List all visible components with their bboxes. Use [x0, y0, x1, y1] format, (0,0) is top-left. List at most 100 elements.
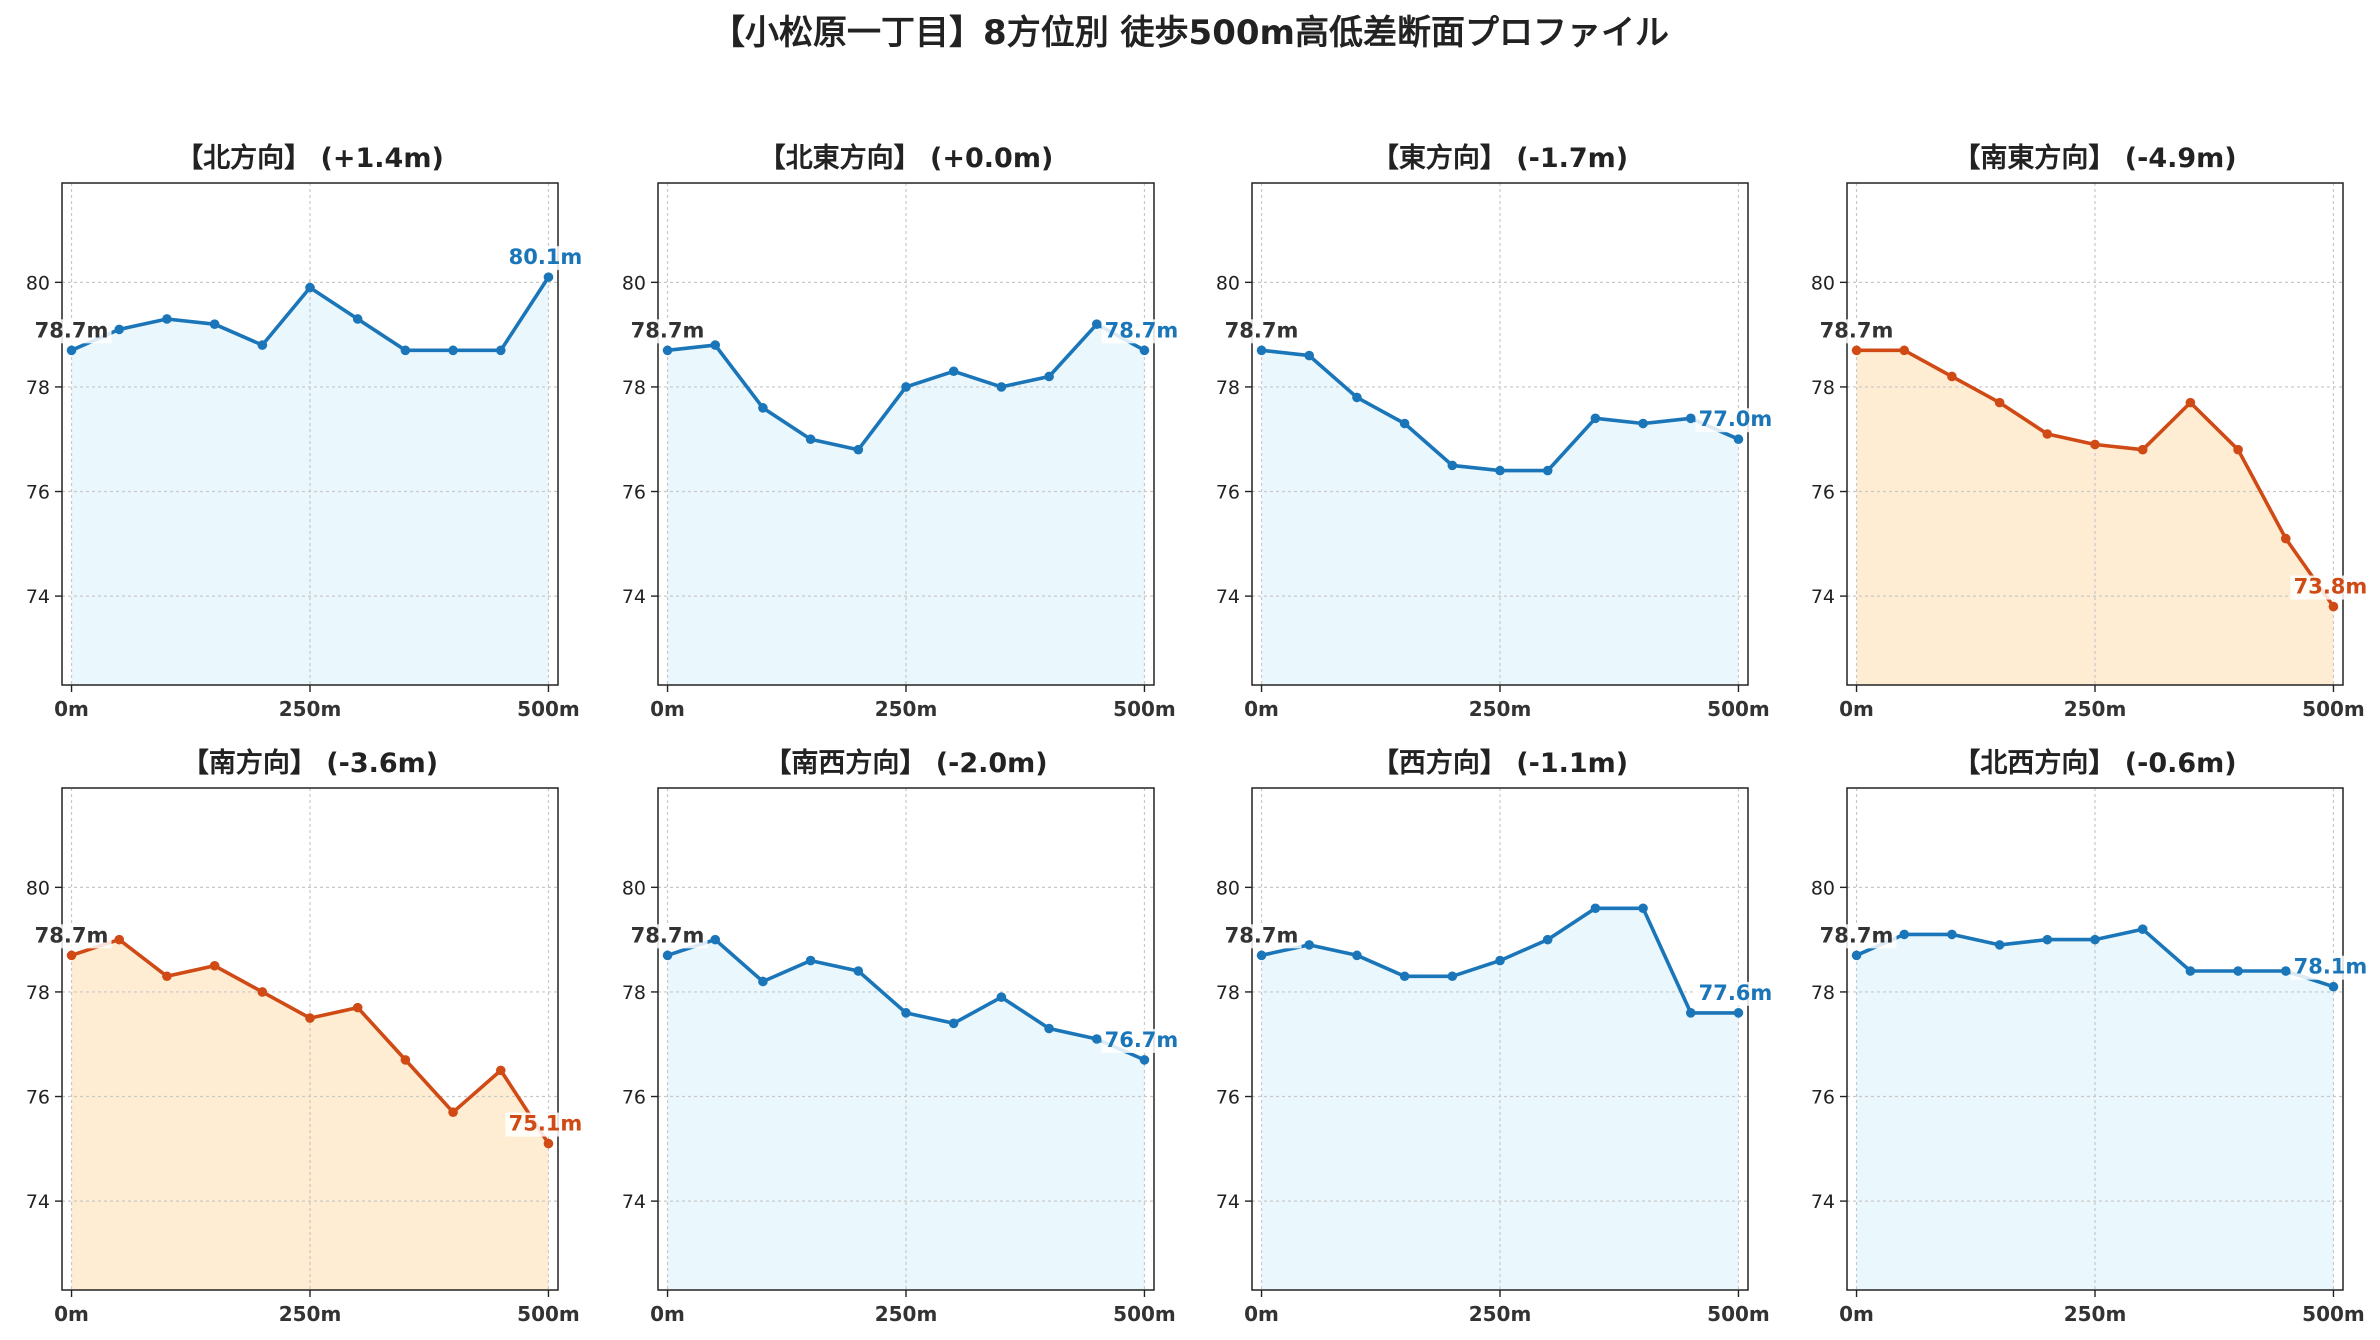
- data-point: [662, 345, 673, 356]
- y-tick-label: 76: [1216, 482, 1240, 504]
- x-tick-label: 0m: [54, 697, 89, 721]
- data-point: [114, 934, 125, 945]
- y-tick-label: 78: [622, 377, 646, 399]
- data-point: [257, 340, 268, 350]
- start-label: 78.7m: [1225, 923, 1299, 947]
- area-fill: [1856, 350, 2334, 685]
- data-point: [1399, 971, 1410, 982]
- data-point: [1091, 1034, 1102, 1044]
- data-point: [948, 1018, 959, 1029]
- data-point: [1994, 397, 2005, 408]
- data-point: [1899, 345, 1910, 356]
- area-fill: [1261, 350, 1739, 685]
- end-label: 78.7m: [1105, 318, 1179, 342]
- data-point: [1542, 934, 1553, 945]
- data-point: [1304, 350, 1315, 361]
- x-tick-label: 250m: [1469, 697, 1532, 721]
- panel-5: 【南方向】 (-3.6m) 74 76 78 80 0m 250m 500m 78.7m 75.1…: [26, 747, 586, 1326]
- panel-title: 【西方向】 (-1.1m): [1372, 747, 1628, 779]
- data-point: [2328, 981, 2339, 992]
- panel-title: 【南東方向】 (-4.9m): [1953, 142, 2236, 174]
- y-tick-label: 78: [1216, 982, 1240, 1004]
- start-label-bg: [31, 924, 112, 949]
- x-tick-label: 250m: [279, 697, 342, 721]
- data-point: [257, 987, 268, 997]
- y-tick-label: 78: [1811, 982, 1835, 1004]
- data-point: [901, 1008, 911, 1018]
- end-label: 75.1m: [509, 1112, 583, 1136]
- data-point: [1304, 940, 1315, 950]
- x-tick-label: 0m: [1839, 697, 1874, 721]
- data-point: [853, 444, 864, 455]
- end-label: 76.7m: [1105, 1028, 1179, 1052]
- data-point: [2090, 934, 2100, 945]
- data-point: [1733, 1008, 1744, 1018]
- start-label-bg: [31, 319, 112, 344]
- x-tick-label: 500m: [1707, 1302, 1770, 1326]
- data-point: [162, 314, 172, 324]
- data-point: [710, 340, 721, 350]
- data-point: [400, 1055, 411, 1065]
- data-point: [1495, 465, 1505, 476]
- x-tick-label: 250m: [1469, 1302, 1532, 1326]
- end-label-bg: [2290, 955, 2371, 980]
- data-point: [805, 955, 816, 966]
- end-label-bg: [505, 246, 586, 271]
- end-label-bg: [2290, 575, 2371, 600]
- start-label: 78.7m: [35, 318, 109, 342]
- end-label: 80.1m: [509, 245, 583, 269]
- data-point: [1495, 955, 1505, 966]
- data-point: [2137, 924, 2148, 934]
- x-tick-label: 500m: [517, 697, 580, 721]
- x-tick-label: 500m: [1113, 1302, 1176, 1326]
- data-point: [66, 345, 77, 356]
- y-tick-label: 78: [622, 982, 646, 1004]
- start-label: 78.7m: [35, 923, 109, 947]
- y-tick-label: 74: [1216, 586, 1240, 608]
- y-tick-label: 76: [622, 482, 646, 504]
- y-tick-label: 76: [622, 1087, 646, 1109]
- panel-1: 【北方向】 (+1.4m) 74 76 78 80 0m 250m 500m 78.7m 80.1…: [26, 142, 586, 721]
- figure-title: 【小松原一丁目】8方位別 徒歩500m高低差断面プロファイル: [711, 13, 1669, 53]
- data-point: [1139, 1055, 1150, 1065]
- data-point: [448, 1107, 458, 1118]
- data-point: [495, 1065, 506, 1076]
- data-point: [1994, 940, 2005, 950]
- data-point: [400, 345, 411, 356]
- data-point: [352, 314, 363, 324]
- y-tick-label: 80: [26, 272, 50, 294]
- data-point: [2185, 966, 2196, 976]
- x-tick-label: 500m: [2302, 1302, 2365, 1326]
- data-point: [1590, 903, 1601, 914]
- data-point: [1947, 371, 1957, 382]
- y-tick-label: 74: [1811, 1191, 1835, 1213]
- data-point: [162, 971, 172, 982]
- area-fill: [71, 277, 549, 685]
- y-tick-label: 78: [1216, 377, 1240, 399]
- x-tick-label: 500m: [1113, 697, 1176, 721]
- panel-title: 【南方向】 (-3.6m): [182, 747, 438, 779]
- x-tick-label: 250m: [2064, 1302, 2127, 1326]
- panel-3: 【東方向】 (-1.7m) 74 76 78 80 0m 250m 500m 78.7m 77.0…: [1216, 142, 1776, 721]
- data-point: [114, 324, 125, 335]
- data-point: [2328, 601, 2339, 612]
- end-label-bg: [1101, 319, 1182, 344]
- end-label: 73.8m: [2294, 575, 2368, 599]
- data-point: [2042, 429, 2053, 439]
- data-point: [2233, 966, 2243, 976]
- data-point: [1399, 418, 1410, 429]
- area-fill: [1261, 908, 1739, 1290]
- panel-2: 【北東方向】 (+0.0m) 74 76 78 80 0m 250m 500m 78.7m 78.…: [622, 142, 1182, 721]
- start-label: 78.7m: [631, 923, 705, 947]
- start-label-bg: [1221, 319, 1302, 344]
- y-tick-label: 80: [1216, 877, 1240, 899]
- data-point: [2280, 533, 2291, 544]
- panel-title: 【北方向】 (+1.4m): [176, 142, 444, 174]
- x-tick-label: 0m: [1244, 1302, 1279, 1326]
- data-point: [948, 366, 959, 377]
- data-point: [1851, 345, 1862, 356]
- data-point: [1044, 1023, 1054, 1034]
- y-tick-label: 76: [1216, 1087, 1240, 1109]
- data-point: [1352, 950, 1362, 961]
